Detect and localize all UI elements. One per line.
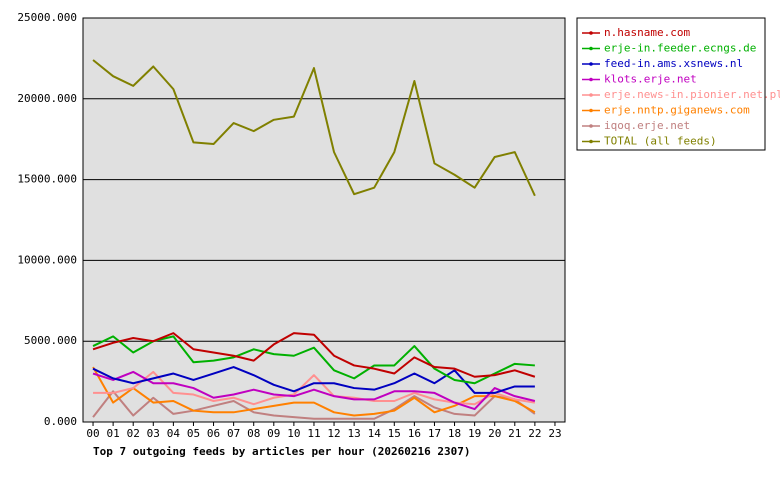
series-line bbox=[92, 390, 536, 420]
legend-box bbox=[576, 17, 766, 151]
x-tick-label: 04 bbox=[167, 427, 181, 440]
x-tick-label: 12 bbox=[327, 427, 340, 440]
y-tick-label: 10000.000 bbox=[17, 253, 77, 266]
legend-marker bbox=[589, 62, 593, 66]
x-tick-label: 22 bbox=[528, 427, 541, 440]
x-tick-label: 13 bbox=[348, 427, 361, 440]
x-tick-label: 20 bbox=[488, 427, 501, 440]
legend-marker bbox=[589, 108, 593, 113]
legend-label: klots.erje.net bbox=[604, 73, 697, 86]
y-tick-label: 0.000 bbox=[44, 415, 77, 428]
legend-label: TOTAL (all feeds) bbox=[604, 135, 717, 148]
x-tick-label: 18 bbox=[448, 427, 461, 440]
legend-label: erje.news-in.pionier.net.pl bbox=[604, 88, 780, 101]
chart-title: Top 7 outgoing feeds by articles per hou… bbox=[93, 445, 471, 458]
x-tick-label: 11 bbox=[307, 427, 320, 440]
legend-label: erje.nntp.giganews.com bbox=[604, 104, 750, 117]
legend-marker bbox=[589, 77, 593, 82]
x-tick-label: 05 bbox=[187, 427, 200, 440]
x-tick-label: 06 bbox=[207, 427, 220, 440]
legend-label: n.hasname.com bbox=[604, 26, 690, 39]
x-tick-label: 15 bbox=[388, 427, 401, 440]
series-line bbox=[93, 370, 536, 406]
x-tick-label: 17 bbox=[428, 427, 441, 440]
y-tick-label: 25000.000 bbox=[17, 11, 77, 24]
x-tick-label: 10 bbox=[287, 427, 300, 440]
x-tick-label: 01 bbox=[107, 427, 120, 440]
y-tick-label: 20000.000 bbox=[17, 92, 77, 105]
x-tick-label: 19 bbox=[468, 427, 481, 440]
x-tick-label: 07 bbox=[227, 427, 240, 440]
x-tick-label: 21 bbox=[508, 427, 521, 440]
legend-marker bbox=[589, 31, 593, 35]
x-tick-label: 08 bbox=[247, 427, 260, 440]
series-line bbox=[92, 59, 536, 197]
y-tick-label: 15000.000 bbox=[17, 173, 77, 186]
legend-label: feed-in.ams.xsnews.nl bbox=[604, 57, 743, 70]
legend-marker bbox=[589, 124, 593, 128]
series-line bbox=[92, 370, 536, 411]
legend-marker bbox=[589, 93, 593, 97]
x-tick-label: 03 bbox=[147, 427, 160, 440]
x-tick-label: 16 bbox=[408, 427, 421, 440]
legend-marker bbox=[589, 139, 593, 144]
legend-marker bbox=[589, 46, 593, 51]
series-line bbox=[92, 335, 535, 385]
x-tick-label: 23 bbox=[548, 427, 561, 440]
legend-label: iqoq.erje.net bbox=[604, 119, 690, 132]
series-line bbox=[92, 366, 535, 394]
x-tick-label: 00 bbox=[86, 427, 99, 440]
x-tick-label: 09 bbox=[267, 427, 280, 440]
x-tick-label: 02 bbox=[127, 427, 140, 440]
y-tick-label: 5000.000 bbox=[24, 334, 77, 347]
x-tick-label: 14 bbox=[368, 427, 382, 440]
series-line bbox=[92, 332, 536, 378]
plot-area bbox=[82, 17, 566, 423]
legend-label: erje-in.feeder.ecngs.de bbox=[604, 42, 756, 55]
